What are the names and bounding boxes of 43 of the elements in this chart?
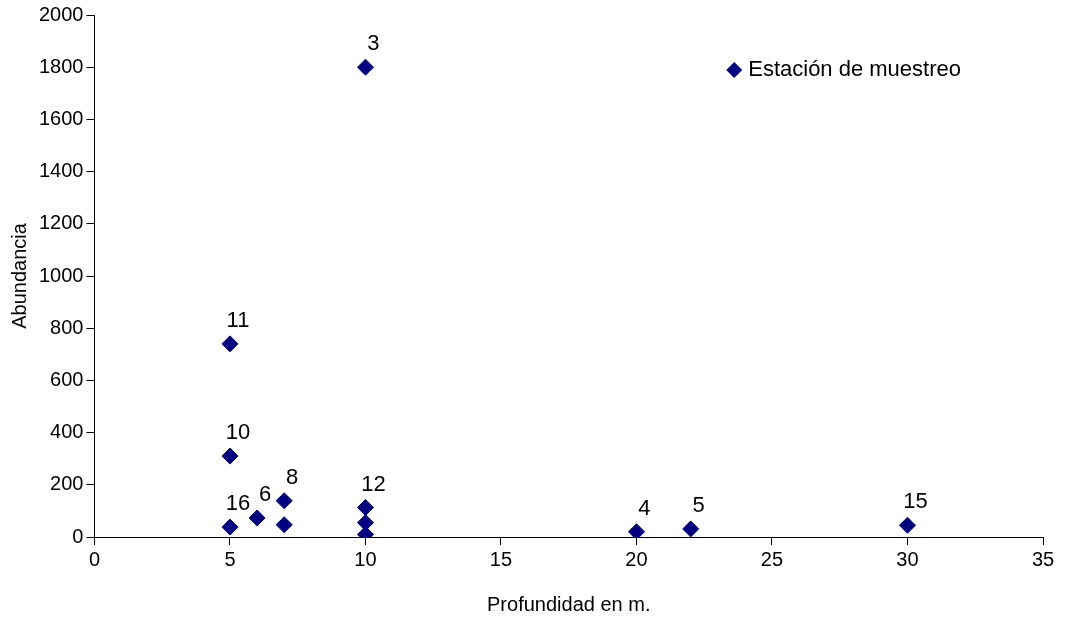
y-tick-label: 600 bbox=[50, 367, 84, 390]
y-tick-label: 1600 bbox=[38, 106, 84, 129]
point bbox=[899, 516, 916, 534]
x-tick-label: 10 bbox=[354, 547, 377, 570]
point bbox=[275, 492, 293, 510]
annotation: 15 bbox=[903, 488, 928, 514]
point bbox=[248, 509, 266, 527]
y-tick-label: 0 bbox=[72, 524, 84, 547]
x-tick-label: 30 bbox=[896, 547, 919, 570]
point bbox=[628, 523, 645, 537]
annotation: 8 bbox=[286, 463, 299, 489]
annotation: 4 bbox=[638, 494, 651, 520]
point bbox=[221, 518, 239, 536]
point bbox=[221, 335, 239, 353]
point bbox=[221, 447, 239, 465]
x-tick-label: 15 bbox=[489, 547, 513, 570]
point bbox=[356, 58, 374, 76]
y-tick-label: 1800 bbox=[38, 54, 84, 77]
annotation: 3 bbox=[367, 30, 380, 56]
x-tick-label: 35 bbox=[1031, 547, 1055, 570]
annotation: 6 bbox=[258, 481, 272, 507]
y-tick-label: 400 bbox=[50, 420, 84, 443]
y-tick-label: 1000 bbox=[38, 263, 84, 286]
x-tick-label: 25 bbox=[760, 547, 784, 570]
point bbox=[275, 516, 293, 534]
annotation: 5 bbox=[692, 491, 705, 517]
y-axis-title: Abundancia bbox=[7, 222, 30, 329]
point bbox=[682, 520, 700, 537]
y-tick-label: 1200 bbox=[38, 211, 84, 234]
point bbox=[356, 499, 374, 517]
x-axis-title: Profundidad en m. bbox=[487, 592, 651, 615]
y-tick-label: 200 bbox=[50, 472, 84, 495]
annotation: 10 bbox=[225, 419, 251, 445]
annotation: 11 bbox=[226, 306, 250, 332]
y-tick-label: 1400 bbox=[38, 159, 84, 182]
x-tick-label: 0 bbox=[88, 547, 101, 570]
y-tick-label: 2000 bbox=[38, 2, 84, 25]
annotation: 12 bbox=[361, 470, 386, 496]
y-tick-label: 800 bbox=[50, 315, 84, 338]
x-tick-label: 20 bbox=[625, 547, 648, 570]
x-tick-label: 5 bbox=[224, 547, 236, 570]
legend-label: Estación de muestreo bbox=[748, 56, 961, 82]
annotation: 16 bbox=[225, 490, 251, 516]
